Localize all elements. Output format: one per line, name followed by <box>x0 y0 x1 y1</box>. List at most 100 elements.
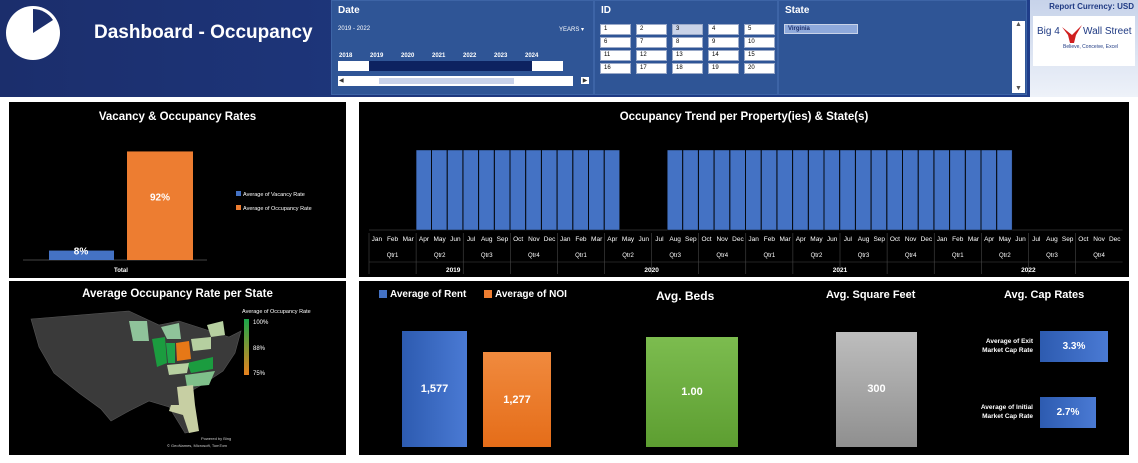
vacancy-category-label: Total <box>114 268 128 274</box>
noi-legend-label: Average of NOI <box>495 289 567 300</box>
map-legend-max: 100% <box>253 320 269 326</box>
map-panel-title: Average Occupancy Rate per State <box>82 288 273 300</box>
state-georgia <box>177 385 195 405</box>
initial-cap-label-2: Market Cap Rate <box>982 413 1033 420</box>
trend-month-label: Dec <box>544 236 556 243</box>
kpi-panel: Average of Rent Average of NOI Avg. Beds… <box>359 281 1129 455</box>
id-item-13[interactable]: 13 <box>672 50 703 61</box>
scroll-down-icon[interactable]: ▼ <box>1015 85 1022 92</box>
vacancy-legend-label-0: Average of Vacancy Rate <box>243 192 305 198</box>
trend-quarter-label: Qtr4 <box>1093 253 1105 259</box>
trend-month-label: Jul <box>655 236 664 243</box>
id-item-18[interactable]: 18 <box>672 63 703 74</box>
page-title: Dashboard - Occupancy <box>94 22 313 43</box>
id-item-3[interactable]: 3 <box>672 24 703 35</box>
logo-tagline: Believe, Conceive, Excel <box>1063 44 1119 50</box>
state-item-virginia[interactable]: Virginia <box>784 24 858 34</box>
occupancy-trend-panel: Occupancy Trend per Property(ies) & Stat… <box>359 102 1129 277</box>
trend-bar <box>667 149 683 231</box>
timeline-scroll-thumb[interactable] <box>379 78 514 84</box>
trend-month-label: Aug <box>858 236 870 243</box>
id-item-11[interactable]: 11 <box>600 50 631 61</box>
id-item-15[interactable]: 15 <box>744 50 775 61</box>
id-item-7[interactable]: 7 <box>636 37 667 48</box>
trend-year-label: 2022 <box>1021 267 1036 274</box>
trend-month-label: Feb <box>764 236 776 243</box>
vacancy-legend-swatch-0 <box>236 191 241 196</box>
beds-value: 1.00 <box>681 386 703 398</box>
map-credit-geo: © GeoNames, Microsoft, TomTom <box>167 443 227 448</box>
initial-cap-label: Average of Initial Market Cap Rate <box>959 403 1033 421</box>
id-item-2[interactable]: 2 <box>636 24 667 35</box>
us-map[interactable] <box>9 281 346 455</box>
trend-quarter-label: Qtr1 <box>952 253 964 259</box>
pie-logo-icon <box>6 6 60 60</box>
scroll-left-icon[interactable]: ◀ <box>339 78 344 84</box>
sqft-title: Avg. Square Feet <box>826 289 916 301</box>
scroll-right-icon[interactable]: ▶ <box>581 77 589 84</box>
date-unit-label: YEARS <box>559 27 580 33</box>
trend-month-label: Nov <box>716 236 728 243</box>
exit-cap-bar <box>1040 331 1108 362</box>
trend-bar <box>792 149 809 231</box>
trend-quarter-label: Qtr3 <box>481 253 493 259</box>
id-item-19[interactable]: 19 <box>708 63 739 74</box>
year-label-2021[interactable]: 2021 <box>432 53 446 59</box>
noi-value: 1,277 <box>503 394 531 406</box>
vacancy-occupancy-panel: Vacancy & Occupancy Rates 8% 92% Total Aver… <box>9 102 346 278</box>
id-item-8[interactable]: 8 <box>672 37 703 48</box>
id-item-20[interactable]: 20 <box>744 63 775 74</box>
state-scrollbar[interactable]: ▲ ▼ <box>1012 21 1025 93</box>
beds-bar <box>646 337 738 447</box>
rent-legend-swatch <box>379 290 387 298</box>
year-timeline-selection[interactable] <box>369 61 532 71</box>
year-label-2019[interactable]: 2019 <box>370 53 384 59</box>
trend-quarter-label: Qtr4 <box>528 253 540 259</box>
occupancy-bar <box>127 151 193 260</box>
trend-month-label: Oct <box>1078 236 1088 243</box>
state-michigan <box>161 323 181 339</box>
rent-bar <box>402 331 467 447</box>
trend-month-label: Jun <box>450 236 461 243</box>
id-item-4[interactable]: 4 <box>708 24 739 35</box>
id-item-12[interactable]: 12 <box>636 50 667 61</box>
id-item-14[interactable]: 14 <box>708 50 739 61</box>
trend-quarter-label: Qtr1 <box>764 253 776 259</box>
rent-legend-label: Average of Rent <box>390 289 467 300</box>
year-label-2022[interactable]: 2022 <box>463 53 477 59</box>
trend-month-label: Mar <box>779 236 791 243</box>
year-label-2023[interactable]: 2023 <box>494 53 508 59</box>
trend-month-label: Apr <box>796 236 807 243</box>
id-item-10[interactable]: 10 <box>744 37 775 48</box>
id-item-17[interactable]: 17 <box>636 63 667 74</box>
year-label-2018[interactable]: 2018 <box>339 53 353 59</box>
trend-quarter-label: Qtr4 <box>716 253 728 259</box>
sqft-value: 300 <box>867 383 886 395</box>
scroll-up-icon[interactable]: ▲ <box>1015 21 1022 28</box>
state-slicer[interactable]: State Virginia ▲ ▼ <box>778 0 1027 95</box>
year-label-2024[interactable]: 2024 <box>525 53 539 59</box>
id-item-9[interactable]: 9 <box>708 37 739 48</box>
map-credit-bing: Powered by Bing <box>201 436 232 441</box>
id-item-1[interactable]: 1 <box>600 24 631 35</box>
id-slicer[interactable]: ID 1 2 3 4 5 6 7 8 9 10 11 12 13 14 15 16 17 18 19 20 <box>594 0 778 95</box>
date-unit-dropdown[interactable]: YEARS ▾ <box>559 26 584 33</box>
trend-bar <box>745 149 762 231</box>
id-item-6[interactable]: 6 <box>600 37 631 48</box>
date-slicer[interactable]: Date 2019 - 2022 YEARS ▾ 2018 2019 2020 202… <box>331 0 594 95</box>
year-label-2020[interactable]: 2020 <box>401 53 415 59</box>
noi-bar <box>483 352 551 447</box>
trend-month-label: Dec <box>732 236 744 243</box>
trend-bar <box>572 149 589 231</box>
trend-quarter-label: Qtr2 <box>622 253 634 259</box>
id-item-5[interactable]: 5 <box>744 24 775 35</box>
trend-month-label: Jul <box>844 236 853 243</box>
trend-month-label: Nov <box>528 236 540 243</box>
beds-title: Avg. Beds <box>656 289 715 303</box>
trend-bar <box>777 149 793 231</box>
id-item-16[interactable]: 16 <box>600 63 631 74</box>
trend-bar <box>604 149 620 231</box>
dashboard-header: Dashboard - Occupancy Date 2019 - 2022 Y… <box>0 0 1138 97</box>
trend-bar <box>965 149 981 231</box>
trend-month-label: Mar <box>591 236 603 243</box>
